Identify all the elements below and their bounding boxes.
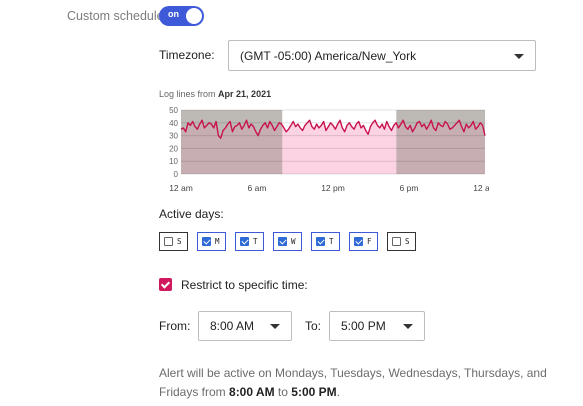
timezone-label: Timezone: bbox=[159, 48, 215, 62]
to-time-value: 5:00 PM bbox=[341, 319, 386, 333]
log-lines-chart: 0 10 20 30 40 50 12 am 6 am 12 pm 6 pm 12 am bbox=[169, 106, 489, 193]
day-letter: W bbox=[291, 237, 296, 246]
description-part1: Alert will be active on Mondays, Tuesday… bbox=[159, 366, 547, 399]
area-fill-evening bbox=[396, 120, 485, 174]
y-tick-label: 0 bbox=[174, 170, 179, 179]
area-fill-active bbox=[282, 120, 397, 174]
chevron-down-icon bbox=[270, 324, 280, 329]
y-tick-label: 40 bbox=[169, 119, 178, 128]
day-toggle-1[interactable]: M bbox=[197, 232, 226, 251]
description-part3: . bbox=[336, 385, 340, 399]
day-checkbox bbox=[202, 237, 211, 246]
description-part2: to bbox=[274, 385, 292, 399]
day-checkbox bbox=[354, 237, 363, 246]
restrict-time-checkbox[interactable] bbox=[159, 278, 172, 291]
chart-title-date: Apr 21, 2021 bbox=[218, 89, 272, 99]
active-days-label: Active days: bbox=[159, 207, 224, 221]
day-toggle-2[interactable]: T bbox=[235, 232, 264, 251]
day-checkbox bbox=[240, 237, 249, 246]
day-letter: M bbox=[215, 237, 220, 246]
x-tick-label: 12 am bbox=[473, 183, 489, 193]
y-tick-label: 50 bbox=[169, 106, 178, 115]
day-toggle-4[interactable]: T bbox=[311, 232, 340, 251]
chevron-down-icon bbox=[403, 324, 413, 329]
day-letter: S bbox=[405, 237, 410, 246]
y-tick-label: 30 bbox=[169, 132, 178, 141]
custom-schedule-toggle[interactable]: on bbox=[159, 6, 204, 26]
chart-title-prefix: Log lines from bbox=[159, 89, 216, 99]
chart-title: Log lines from Apr 21, 2021 bbox=[159, 89, 271, 99]
day-toggle-3[interactable]: W bbox=[273, 232, 302, 251]
custom-schedule-label: Custom schedule bbox=[67, 9, 164, 23]
day-toggle-0[interactable]: S bbox=[159, 232, 188, 251]
day-checkbox bbox=[316, 237, 325, 246]
y-tick-label: 20 bbox=[169, 144, 178, 153]
day-letter: T bbox=[253, 237, 258, 246]
day-checkbox bbox=[164, 237, 173, 246]
day-checkbox bbox=[278, 237, 287, 246]
series-line bbox=[180, 119, 486, 139]
day-toggle-5[interactable]: F bbox=[349, 232, 378, 251]
day-letter: F bbox=[367, 237, 372, 246]
chevron-down-icon bbox=[514, 53, 524, 59]
x-tick-label: 12 am bbox=[169, 183, 193, 193]
y-tick-label: 10 bbox=[169, 157, 178, 166]
day-letter: S bbox=[177, 237, 182, 246]
schedule-description: Alert will be active on Mondays, Tuesday… bbox=[159, 364, 559, 402]
day-toggle-6[interactable]: S bbox=[387, 232, 416, 251]
x-tick-label: 12 pm bbox=[321, 183, 345, 193]
to-label: To: bbox=[305, 319, 322, 333]
day-checkbox bbox=[392, 237, 401, 246]
timezone-select[interactable]: (GMT -05:00) America/New_York bbox=[228, 40, 536, 71]
toggle-knob bbox=[186, 8, 202, 24]
from-time-select[interactable]: 8:00 AM bbox=[198, 311, 292, 341]
description-from: 8:00 AM bbox=[229, 385, 275, 399]
x-tick-label: 6 pm bbox=[400, 183, 419, 193]
to-time-select[interactable]: 5:00 PM bbox=[329, 311, 425, 341]
from-label: From: bbox=[159, 319, 191, 333]
toggle-state-label: on bbox=[168, 9, 179, 19]
description-to: 5:00 PM bbox=[291, 385, 337, 399]
restrict-time-label: Restrict to specific time: bbox=[181, 278, 308, 292]
from-time-value: 8:00 AM bbox=[210, 319, 255, 333]
x-tick-label: 6 am bbox=[248, 183, 267, 193]
day-letter: T bbox=[329, 237, 334, 246]
timezone-value: (GMT -05:00) America/New_York bbox=[240, 48, 417, 63]
